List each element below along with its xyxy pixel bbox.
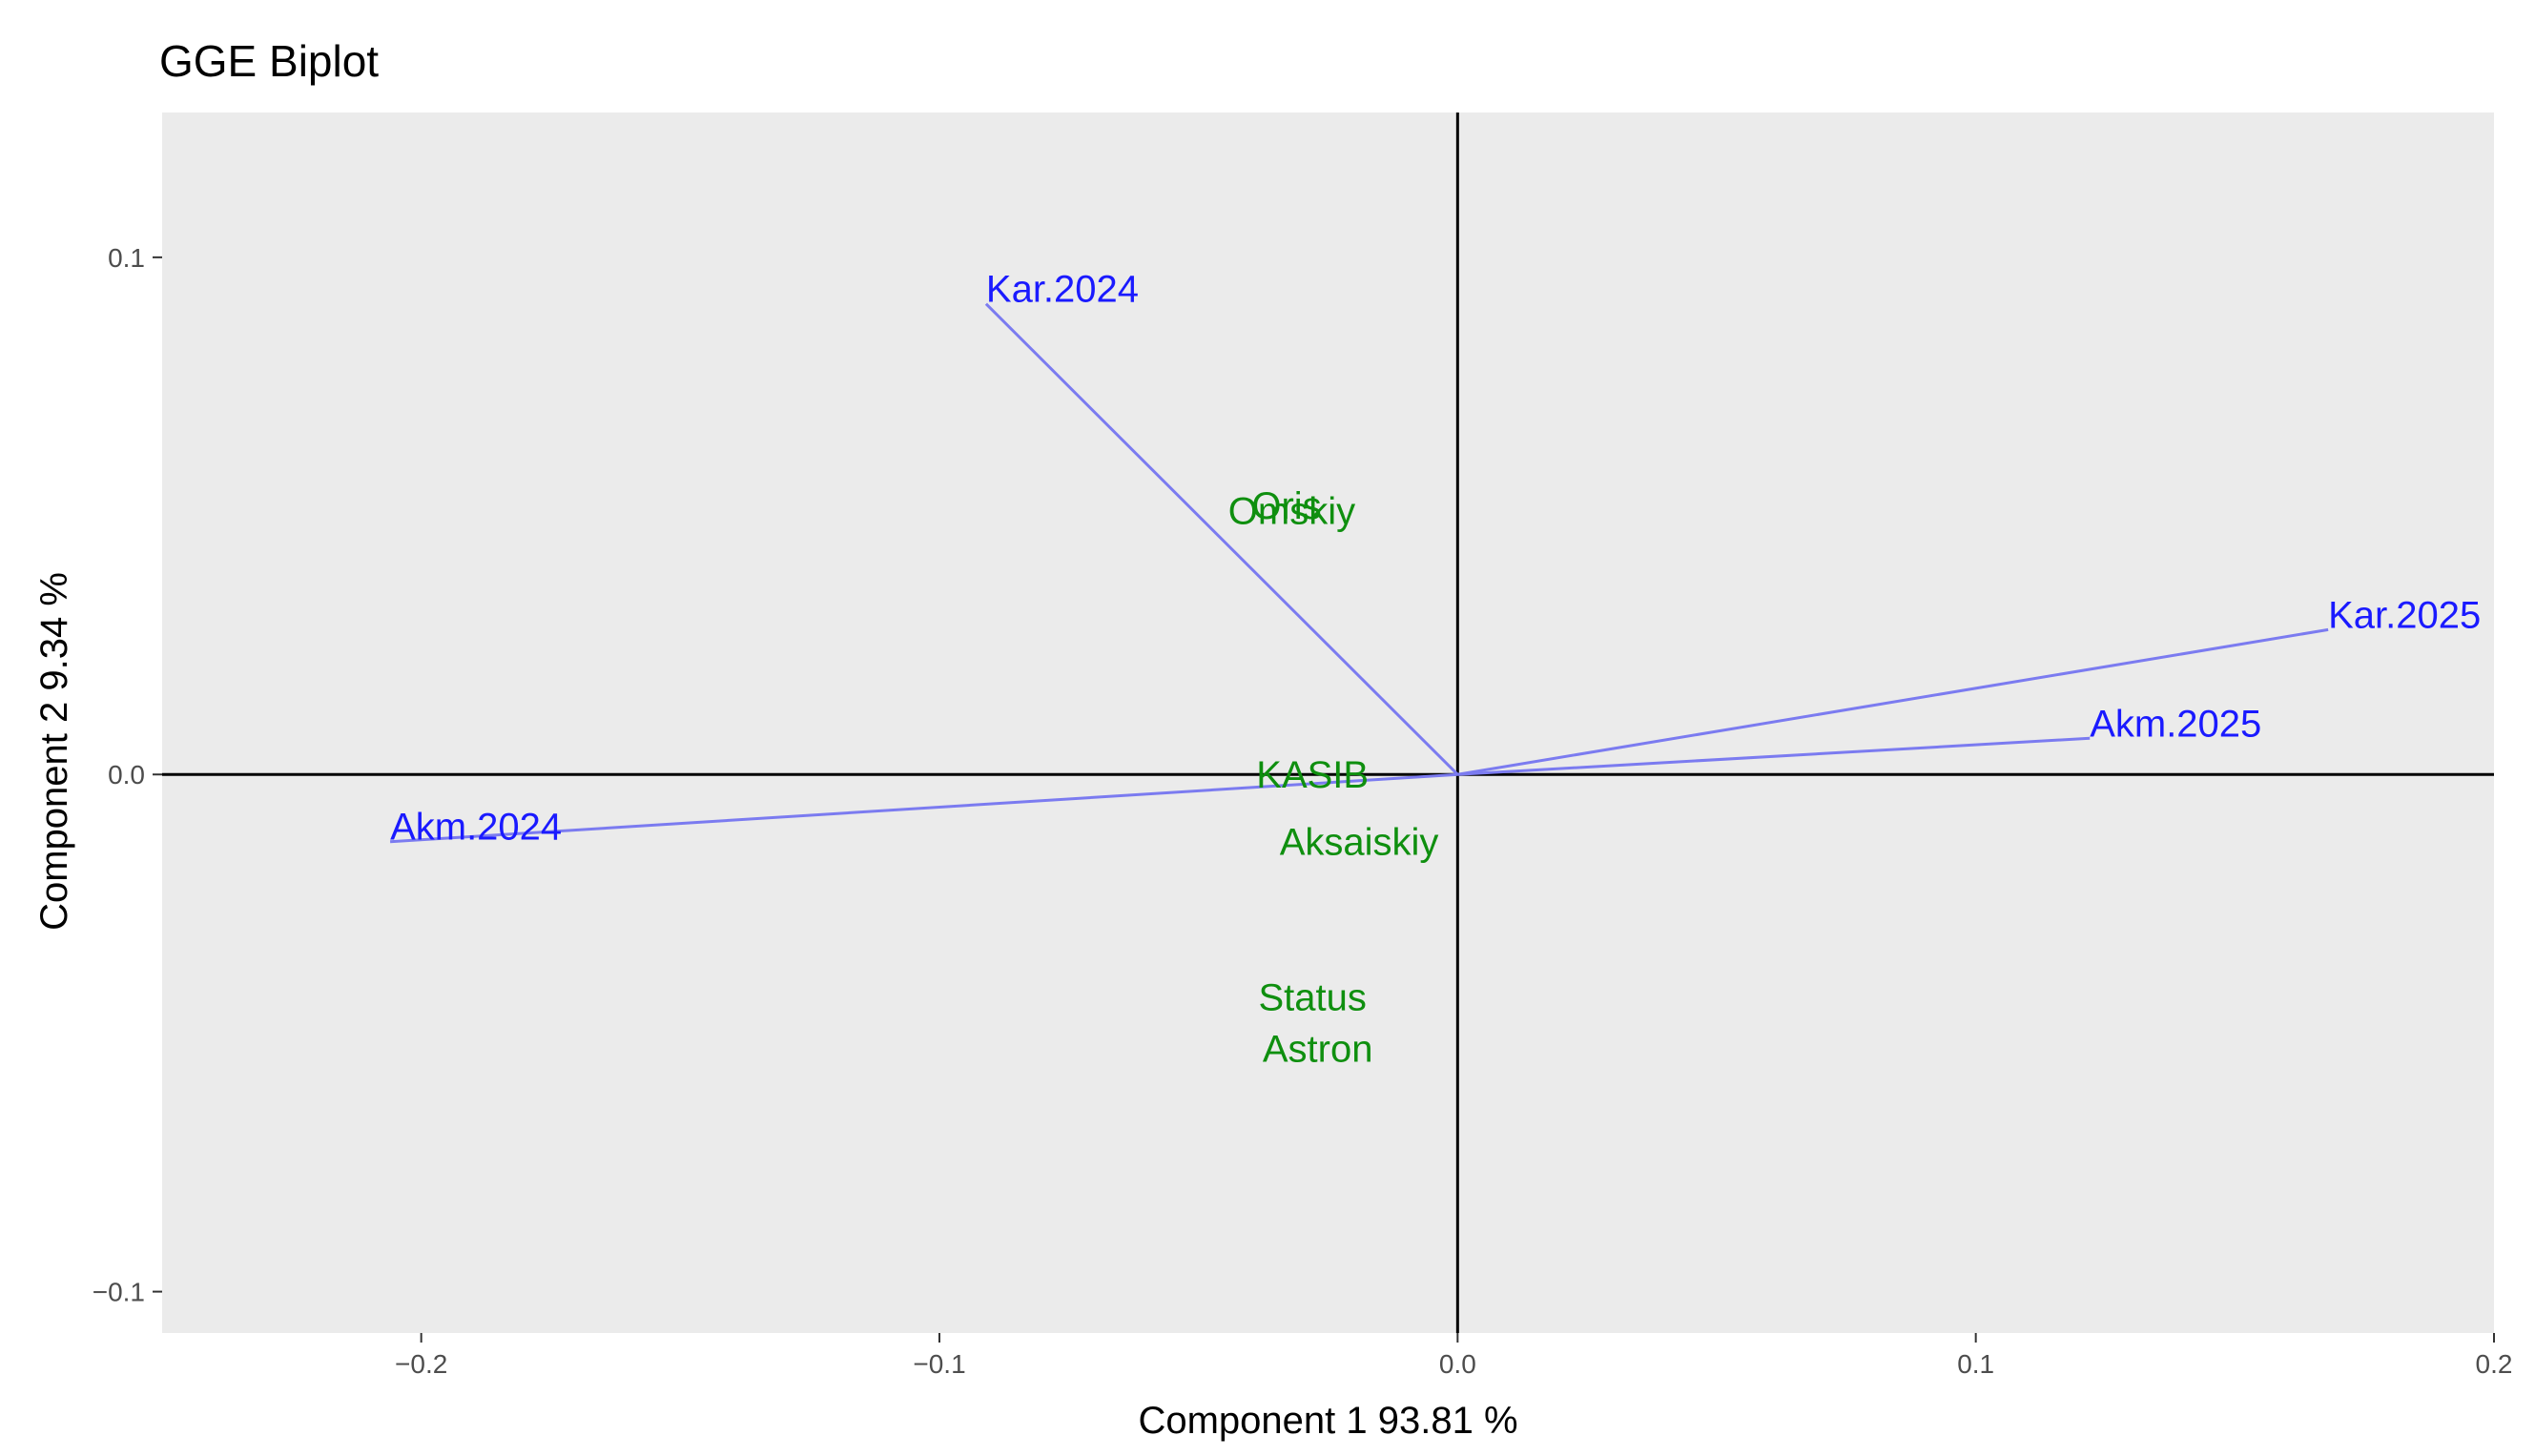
genotype-label: Aksaiskiy: [1280, 822, 1439, 864]
environment-label: Akm.2025: [2090, 703, 2261, 745]
axis-ticks: −0.2 −0.1 0.0 0.1 0.2 0.1 0.0 −0.1: [93, 243, 2513, 1379]
y-tick-label: 0.1: [108, 243, 145, 273]
genotype-label: KASIB: [1256, 754, 1369, 796]
x-axis-title: Component 1 93.81 %: [1138, 1400, 1517, 1442]
reference-lines: [162, 113, 2494, 1333]
plot-panel: [162, 113, 2494, 1333]
environment-label: Kar.2024: [986, 269, 1139, 311]
environment-label: Akm.2024: [390, 807, 562, 849]
x-tick-label: −0.1: [913, 1349, 965, 1379]
genotype-label: Omskiy: [1228, 491, 1355, 533]
genotype-label: Oris: [1251, 485, 1321, 527]
chart-title: GGE Biplot: [159, 36, 379, 86]
environment-vectors: [389, 302, 2329, 844]
x-tick-label: 0.0: [1439, 1349, 1476, 1379]
x-tick-label: 0.2: [2476, 1349, 2513, 1379]
x-tick-label: −0.2: [395, 1349, 447, 1379]
environment-vector: [1457, 736, 2091, 776]
genotype-label: Astron: [1263, 1029, 1373, 1071]
point-labels: Kar.2024 Akm.2024 Kar.2025 Akm.2025 OrisOmsk…: [390, 269, 2481, 1071]
x-tick-label: 0.1: [1957, 1349, 1994, 1379]
environment-label: Kar.2025: [2328, 594, 2481, 636]
genotype-label: Status: [1258, 976, 1366, 1018]
y-axis-title: Component 2 9.34 %: [33, 572, 75, 931]
environment-vector: [1457, 627, 2329, 776]
environment-vector: [984, 302, 1459, 776]
y-tick-label: −0.1: [93, 1278, 145, 1307]
y-tick-label: 0.0: [108, 760, 145, 790]
environment-vector: [389, 772, 1458, 844]
